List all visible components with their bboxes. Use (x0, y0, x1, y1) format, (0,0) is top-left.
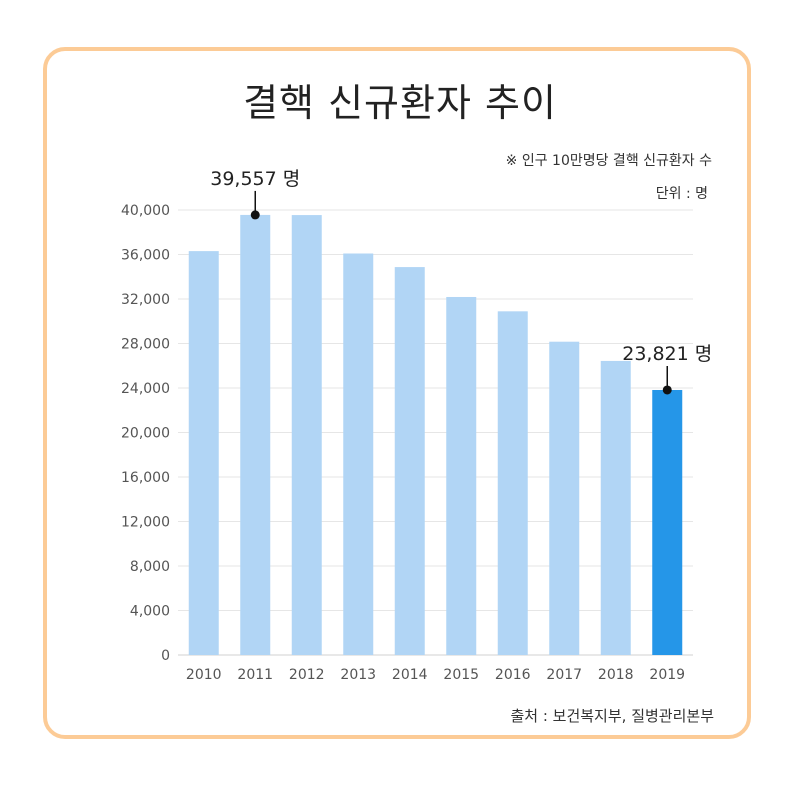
bar-2013 (343, 253, 374, 655)
y-tick-label: 4,000 (130, 604, 170, 620)
y-tick-label: 36,000 (121, 248, 170, 264)
bar-2011 (240, 214, 271, 655)
x-tick-label: 2011 (237, 667, 273, 683)
bar-2010 (188, 251, 219, 655)
y-tick-label: 8,000 (130, 559, 170, 575)
bar-2014 (394, 267, 425, 655)
bar-2015 (446, 296, 477, 655)
y-tick-label: 24,000 (121, 381, 170, 397)
y-tick-label: 16,000 (121, 470, 170, 486)
x-tick-label: 2015 (443, 667, 479, 683)
bar-2016 (497, 311, 528, 655)
x-tick-label: 2017 (546, 667, 582, 683)
x-tick-label: 2013 (340, 667, 376, 683)
x-tick-label: 2014 (392, 667, 428, 683)
y-tick-label: 32,000 (121, 292, 170, 308)
chart-note: ※ 인구 10만명당 결핵 신규환자 수 (505, 153, 712, 169)
y-tick-label: 40,000 (121, 203, 170, 219)
annotation-label: 39,557 명 (210, 168, 300, 190)
bar-2017 (549, 341, 580, 655)
y-tick-label: 20,000 (121, 426, 170, 442)
source-label: 출처 : 보건복지부, 질병관리본부 (510, 707, 714, 725)
bar-2012 (291, 215, 322, 655)
y-tick-label: 28,000 (121, 337, 170, 353)
bar-2018 (600, 360, 631, 655)
annotation-label: 23,821 명 (622, 343, 712, 365)
x-tick-label: 2016 (495, 667, 531, 683)
y-tick-label: 12,000 (121, 515, 170, 531)
x-tick-label: 2012 (289, 667, 325, 683)
bar-2019 (652, 389, 683, 655)
x-tick-label: 2010 (186, 667, 222, 683)
annotation-dot (662, 385, 672, 395)
annotation-dot (250, 210, 260, 220)
x-tick-label: 2019 (649, 667, 685, 683)
y-tick-label: 0 (161, 648, 170, 664)
x-tick-label: 2018 (598, 667, 634, 683)
unit-label: 단위 : 명 (655, 186, 708, 202)
chart-title: 결핵 신규환자 추이 (243, 81, 557, 125)
